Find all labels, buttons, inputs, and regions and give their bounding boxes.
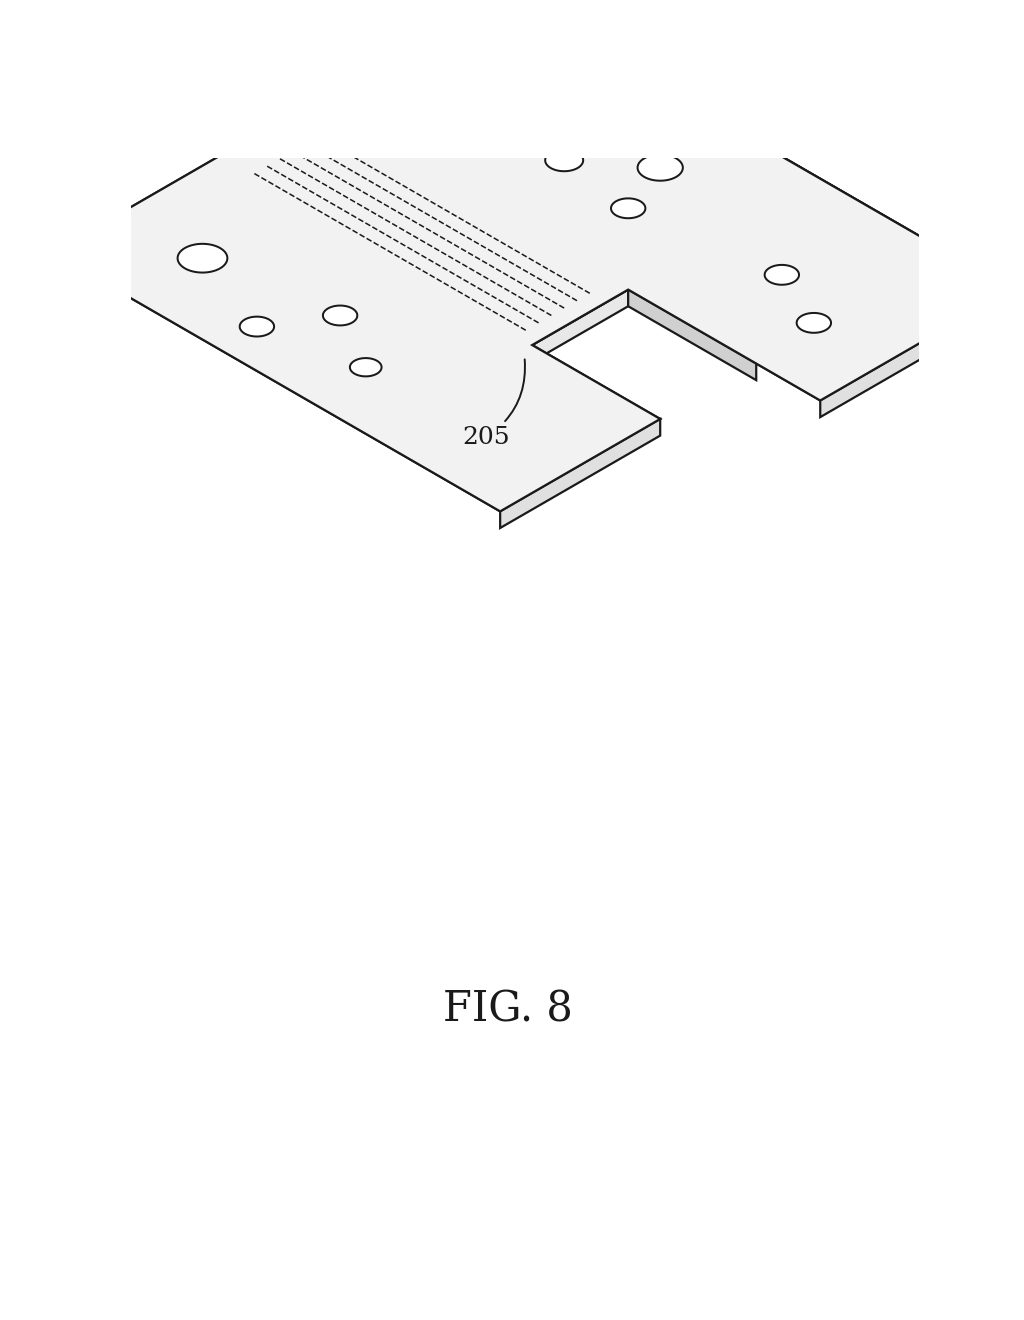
Polygon shape <box>177 244 227 272</box>
Text: Patent Application Publication: Patent Application Publication <box>194 199 504 218</box>
Polygon shape <box>638 154 683 181</box>
Polygon shape <box>240 317 274 337</box>
Polygon shape <box>628 289 757 380</box>
Polygon shape <box>611 198 645 218</box>
Polygon shape <box>500 0 1013 306</box>
Polygon shape <box>52 0 1013 511</box>
Polygon shape <box>323 305 357 326</box>
Polygon shape <box>350 358 382 376</box>
Text: 205: 205 <box>462 359 525 449</box>
Text: US 2011/0158585 A1: US 2011/0158585 A1 <box>639 199 851 218</box>
Text: FIG. 8: FIG. 8 <box>443 989 572 1030</box>
Polygon shape <box>820 289 1013 417</box>
Polygon shape <box>532 289 628 362</box>
Polygon shape <box>765 265 799 285</box>
Polygon shape <box>545 149 583 172</box>
Text: Jun. 30, 2011  Sheet 8 of 10: Jun. 30, 2011 Sheet 8 of 10 <box>285 199 566 218</box>
Polygon shape <box>500 418 660 528</box>
Polygon shape <box>52 0 1013 511</box>
Polygon shape <box>797 313 831 333</box>
